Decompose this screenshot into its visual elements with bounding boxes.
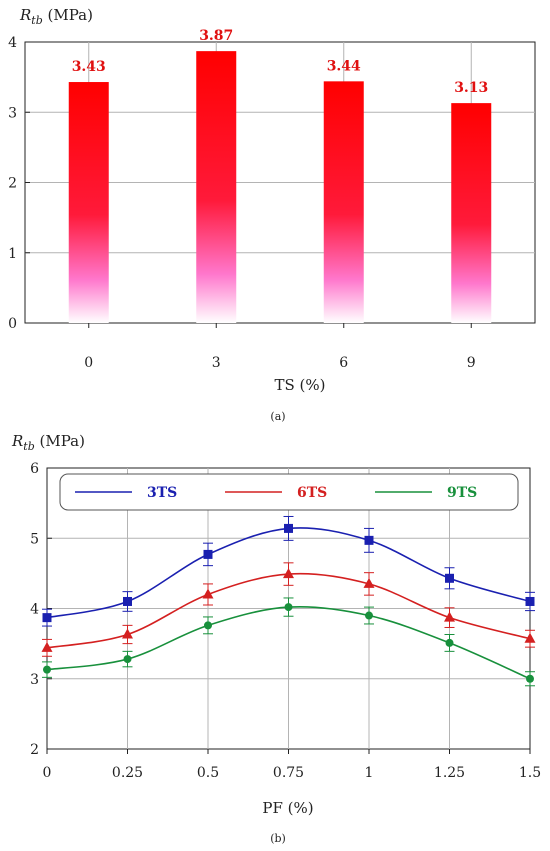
y-tick-labels: 2 3 4 5 6 [30, 461, 39, 758]
bar [68, 82, 109, 323]
x-tick-label: 1.25 [434, 765, 465, 781]
data-point-circle-marker [445, 638, 454, 647]
data-point-circle-marker [123, 655, 132, 664]
y-tick-label: 0 [8, 316, 17, 332]
x-tick-labels: 0 3 6 9 [84, 355, 475, 371]
series-1 [41, 562, 536, 657]
data-point-circle-marker [365, 611, 373, 620]
bar [196, 51, 237, 323]
data-point-triangle-marker [524, 632, 536, 643]
y-axis-title-unit: (MPa) [35, 432, 85, 450]
data-point-square-marker [284, 523, 293, 533]
data-point-triangle-marker [122, 628, 133, 639]
y-axis-title-subscript: tb [23, 440, 34, 453]
x-tick-label: 9 [467, 355, 476, 371]
line-chart-panel: 2 3 4 5 6 0 0.25 0.5 0.75 1 1.25 1.5 3TS 6TS 9TS Rtb… [11, 432, 541, 845]
bar [323, 81, 364, 323]
x-tick-label: 0 [84, 355, 93, 371]
data-point-circle-marker [43, 665, 51, 674]
y-tick-label: 2 [8, 176, 17, 192]
x-tick-label: 3 [212, 355, 221, 371]
x-tick-label: 0.75 [273, 765, 304, 781]
data-point-triangle-marker [444, 611, 455, 622]
x-tick-label: 0.5 [197, 765, 219, 781]
x-tick-label: 6 [339, 355, 348, 371]
bar-value-label: 3.87 [199, 28, 233, 44]
legend-label: 9TS [447, 485, 477, 501]
bar-chart-panel: 3.43 3.87 3.44 3.13 0 1 2 3 4 0 3 6 9 Rtb (MPa) TS… [8, 6, 536, 423]
data-point-circle-marker [204, 621, 212, 630]
y-tick-label: 3 [8, 105, 17, 121]
series [41, 515, 536, 687]
y-axis-title-subscript: tb [31, 14, 42, 27]
y-axis-title: Rtb (MPa) [19, 6, 93, 27]
y-axis-title-unit: (MPa) [43, 6, 93, 24]
y-tick-label: 4 [30, 602, 39, 618]
x-tick-label: 0.25 [112, 765, 143, 781]
bars [68, 51, 492, 324]
legend-label: 6TS [297, 485, 327, 501]
data-point-triangle-marker [202, 588, 214, 599]
data-point-square-marker [445, 573, 454, 583]
data-point-triangle-marker [283, 568, 294, 579]
x-axis-title: TS (%) [274, 376, 325, 394]
bar-value-label: 3.13 [454, 80, 488, 96]
y-tick-label: 2 [30, 742, 39, 758]
y-tick-label: 3 [30, 672, 39, 688]
y-axis-title-main: R [19, 6, 31, 24]
legend-label: 3TS [147, 485, 177, 501]
series-2 [42, 597, 535, 687]
panel-caption: (b) [270, 832, 286, 845]
legend: 3TS 6TS 9TS [59, 473, 519, 511]
y-tick-label: 4 [8, 35, 17, 51]
data-point-triangle-marker [363, 577, 375, 588]
x-tick-label: 0 [43, 765, 52, 781]
data-point-square-marker [525, 596, 535, 606]
x-tick-labels: 0 0.25 0.5 0.75 1 1.25 1.5 [43, 765, 542, 781]
y-axis-title: Rtb (MPa) [11, 432, 85, 453]
data-point-square-marker [203, 549, 213, 559]
bar [451, 103, 492, 324]
y-tick-labels: 0 1 2 3 4 [8, 35, 17, 332]
y-tick-label: 6 [30, 461, 39, 477]
data-point-square-marker [42, 613, 52, 623]
data-point-circle-marker [526, 674, 534, 683]
x-tick-label: 1 [365, 765, 374, 781]
bar-value-labels: 3.43 3.87 3.44 3.13 [72, 28, 489, 96]
series-0 [42, 515, 535, 627]
data-point-circle-marker [284, 603, 293, 612]
data-point-square-marker [123, 596, 132, 606]
x-tick-label: 1.5 [519, 765, 541, 781]
bar-value-label: 3.44 [327, 58, 361, 74]
data-point-square-marker [364, 535, 374, 545]
y-tick-label: 5 [30, 531, 39, 547]
y-tick-label: 1 [8, 246, 17, 262]
data-point-triangle-marker [41, 641, 53, 652]
legend-box [59, 473, 519, 511]
y-axis-title-main: R [11, 432, 23, 450]
panel-caption: (a) [270, 410, 285, 423]
x-axis-title: PF (%) [262, 799, 313, 817]
bar-value-label: 3.43 [72, 59, 106, 75]
